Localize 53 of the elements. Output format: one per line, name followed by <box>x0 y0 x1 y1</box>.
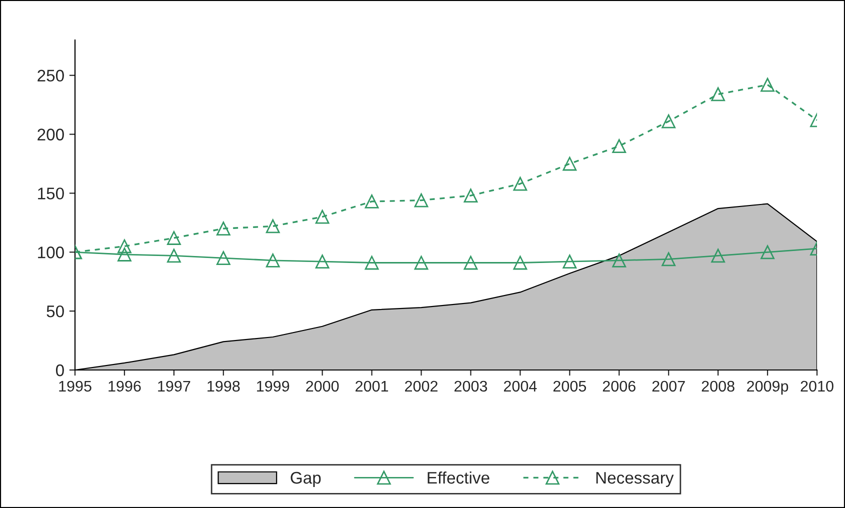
y-tick-label: 250 <box>38 70 64 82</box>
point <box>662 252 676 266</box>
y-tick-label: 100 <box>38 246 64 258</box>
x-tick-label: 2007 <box>652 380 685 392</box>
x-tick-label: 2010 <box>800 380 834 392</box>
y-tick-label: 0 <box>56 364 64 376</box>
point <box>315 210 330 224</box>
x-tick-label: 1998 <box>208 380 240 392</box>
point <box>711 87 726 102</box>
point <box>166 231 181 245</box>
x-tick-label: 2000 <box>306 380 339 392</box>
point <box>364 194 379 208</box>
y-tick-label: 150 <box>38 188 64 200</box>
x-tick-label: 2001 <box>356 380 388 392</box>
legend-label: Necessary <box>596 472 674 487</box>
x-tick-label: 2004 <box>504 380 537 392</box>
point <box>118 248 132 262</box>
x-tick-label: 1996 <box>108 380 141 392</box>
point <box>216 222 230 236</box>
x-tick-label: 2006 <box>602 380 636 392</box>
x-tick-label: 2008 <box>702 380 734 392</box>
point <box>464 256 478 270</box>
point <box>118 239 132 254</box>
point <box>562 254 577 269</box>
y-tick-label: 200 <box>38 128 64 140</box>
point <box>760 78 774 92</box>
point <box>760 245 774 260</box>
point <box>266 253 280 268</box>
point <box>315 254 330 269</box>
x-tick-label: 2003 <box>454 380 488 392</box>
point <box>513 256 528 270</box>
x-tick-label: 1999 <box>257 380 290 392</box>
point <box>266 219 280 234</box>
point <box>612 253 626 268</box>
point <box>216 251 230 265</box>
y-tick-label: 50 <box>46 305 64 318</box>
point <box>513 176 528 191</box>
point <box>464 188 478 203</box>
legend-label: Effective <box>428 471 490 484</box>
x-tick-label: 1995 <box>59 380 92 392</box>
x-tick-label: 1997 <box>158 380 190 392</box>
x-tick-label: 2005 <box>553 380 586 392</box>
point <box>364 256 379 270</box>
point <box>414 256 428 270</box>
point <box>414 193 428 208</box>
point <box>166 248 181 263</box>
x-tick-label: 2002 <box>405 380 438 392</box>
x-tick-label: 2009p <box>747 380 788 395</box>
point <box>662 114 676 128</box>
point <box>612 139 626 154</box>
legend-label: Gap <box>290 472 321 487</box>
point <box>562 156 577 171</box>
point <box>711 248 726 263</box>
